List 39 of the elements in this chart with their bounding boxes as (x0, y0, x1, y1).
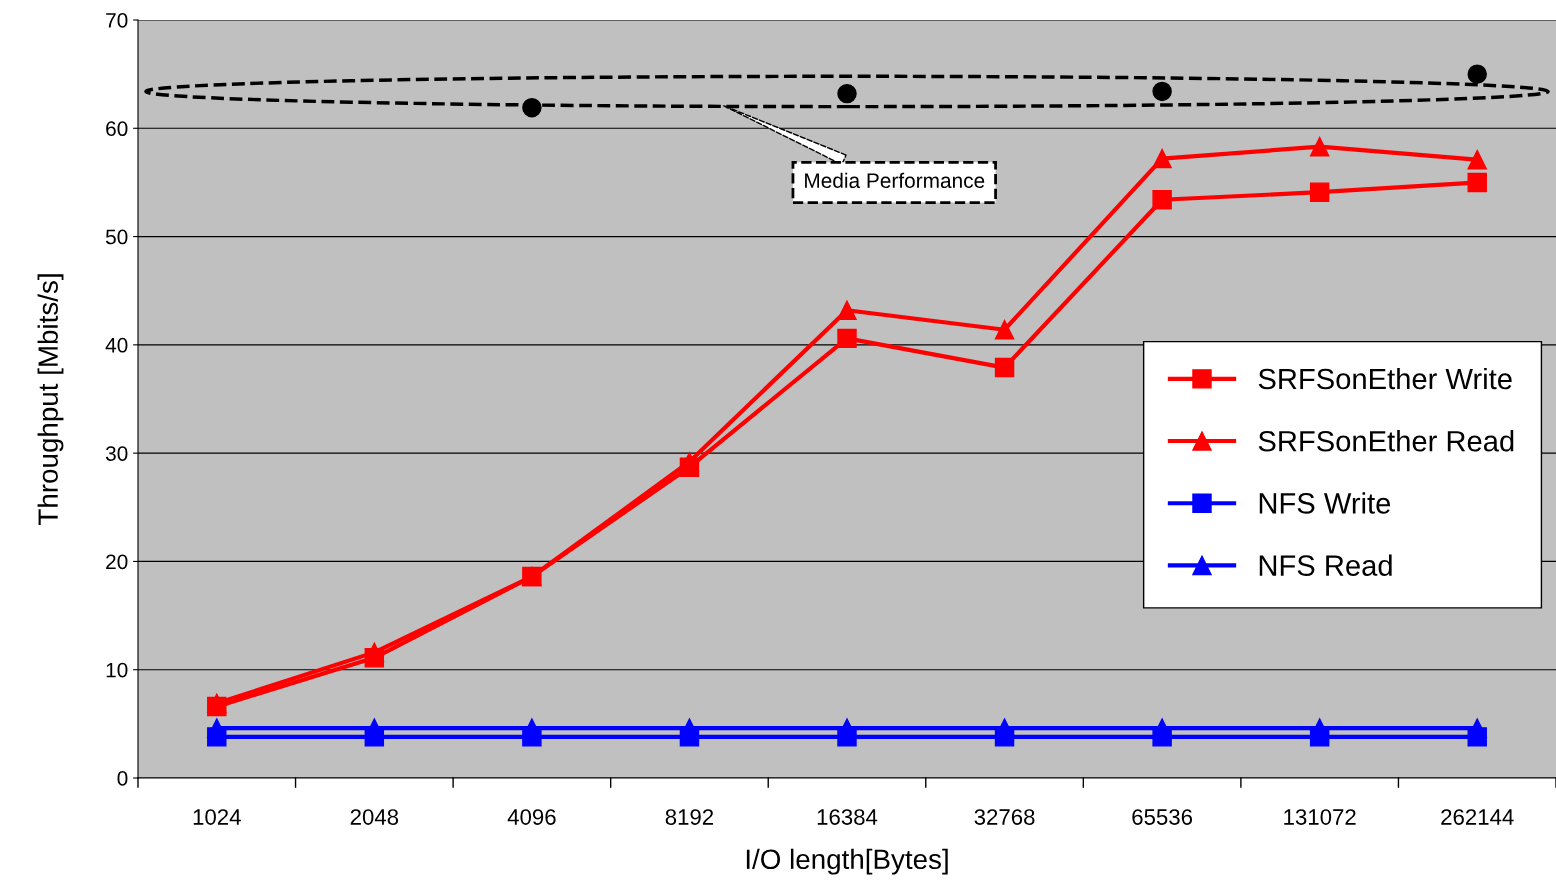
y-tick-label: 30 (105, 446, 128, 461)
x-axis-title: I/O length[Bytes] (746, 848, 948, 875)
legend-label: NFS Write (1259, 492, 1391, 514)
point (1467, 149, 1487, 170)
point (1467, 172, 1487, 193)
point (1467, 64, 1487, 84)
legend-label: NFS Read (1259, 554, 1392, 576)
y-tick-label: 10 (106, 662, 128, 678)
point (837, 328, 857, 349)
x-tick-label: 4096 (507, 809, 556, 825)
y-axis-title: Throughput [Mbits/s] (37, 274, 64, 525)
x-tick-label: 1024 (193, 809, 241, 825)
x-tick-label: 32768 (974, 809, 1035, 825)
y-tick-label: 50 (105, 229, 128, 245)
y-tick-label: 0 (117, 771, 128, 786)
x-tick-label: 8192 (665, 809, 714, 825)
legend-label: SRFSonEther Read (1258, 430, 1514, 452)
point (522, 97, 542, 118)
point (1152, 81, 1172, 102)
x-tick-label: 131072 (1284, 809, 1356, 825)
point (1309, 182, 1330, 202)
legend-label: SRFSonEther Write (1258, 367, 1512, 390)
point (994, 357, 1015, 378)
point (994, 319, 1015, 340)
x-tick-label: 262144 (1441, 809, 1514, 825)
annotation: Media Performance (805, 172, 985, 189)
y-tick-label: 70 (106, 13, 128, 28)
point (1309, 136, 1330, 157)
y-tick-label: 20 (106, 554, 128, 570)
y-tick-label: 60 (106, 121, 128, 137)
point (837, 83, 857, 104)
point (837, 300, 857, 320)
point (1152, 148, 1172, 169)
x-tick-label: 2048 (350, 809, 399, 825)
x-tick-label: 65536 (1132, 809, 1193, 825)
y-tick-label: 40 (105, 337, 128, 353)
x-tick-label: 16384 (817, 809, 878, 825)
point (679, 452, 700, 472)
point (1152, 190, 1172, 210)
